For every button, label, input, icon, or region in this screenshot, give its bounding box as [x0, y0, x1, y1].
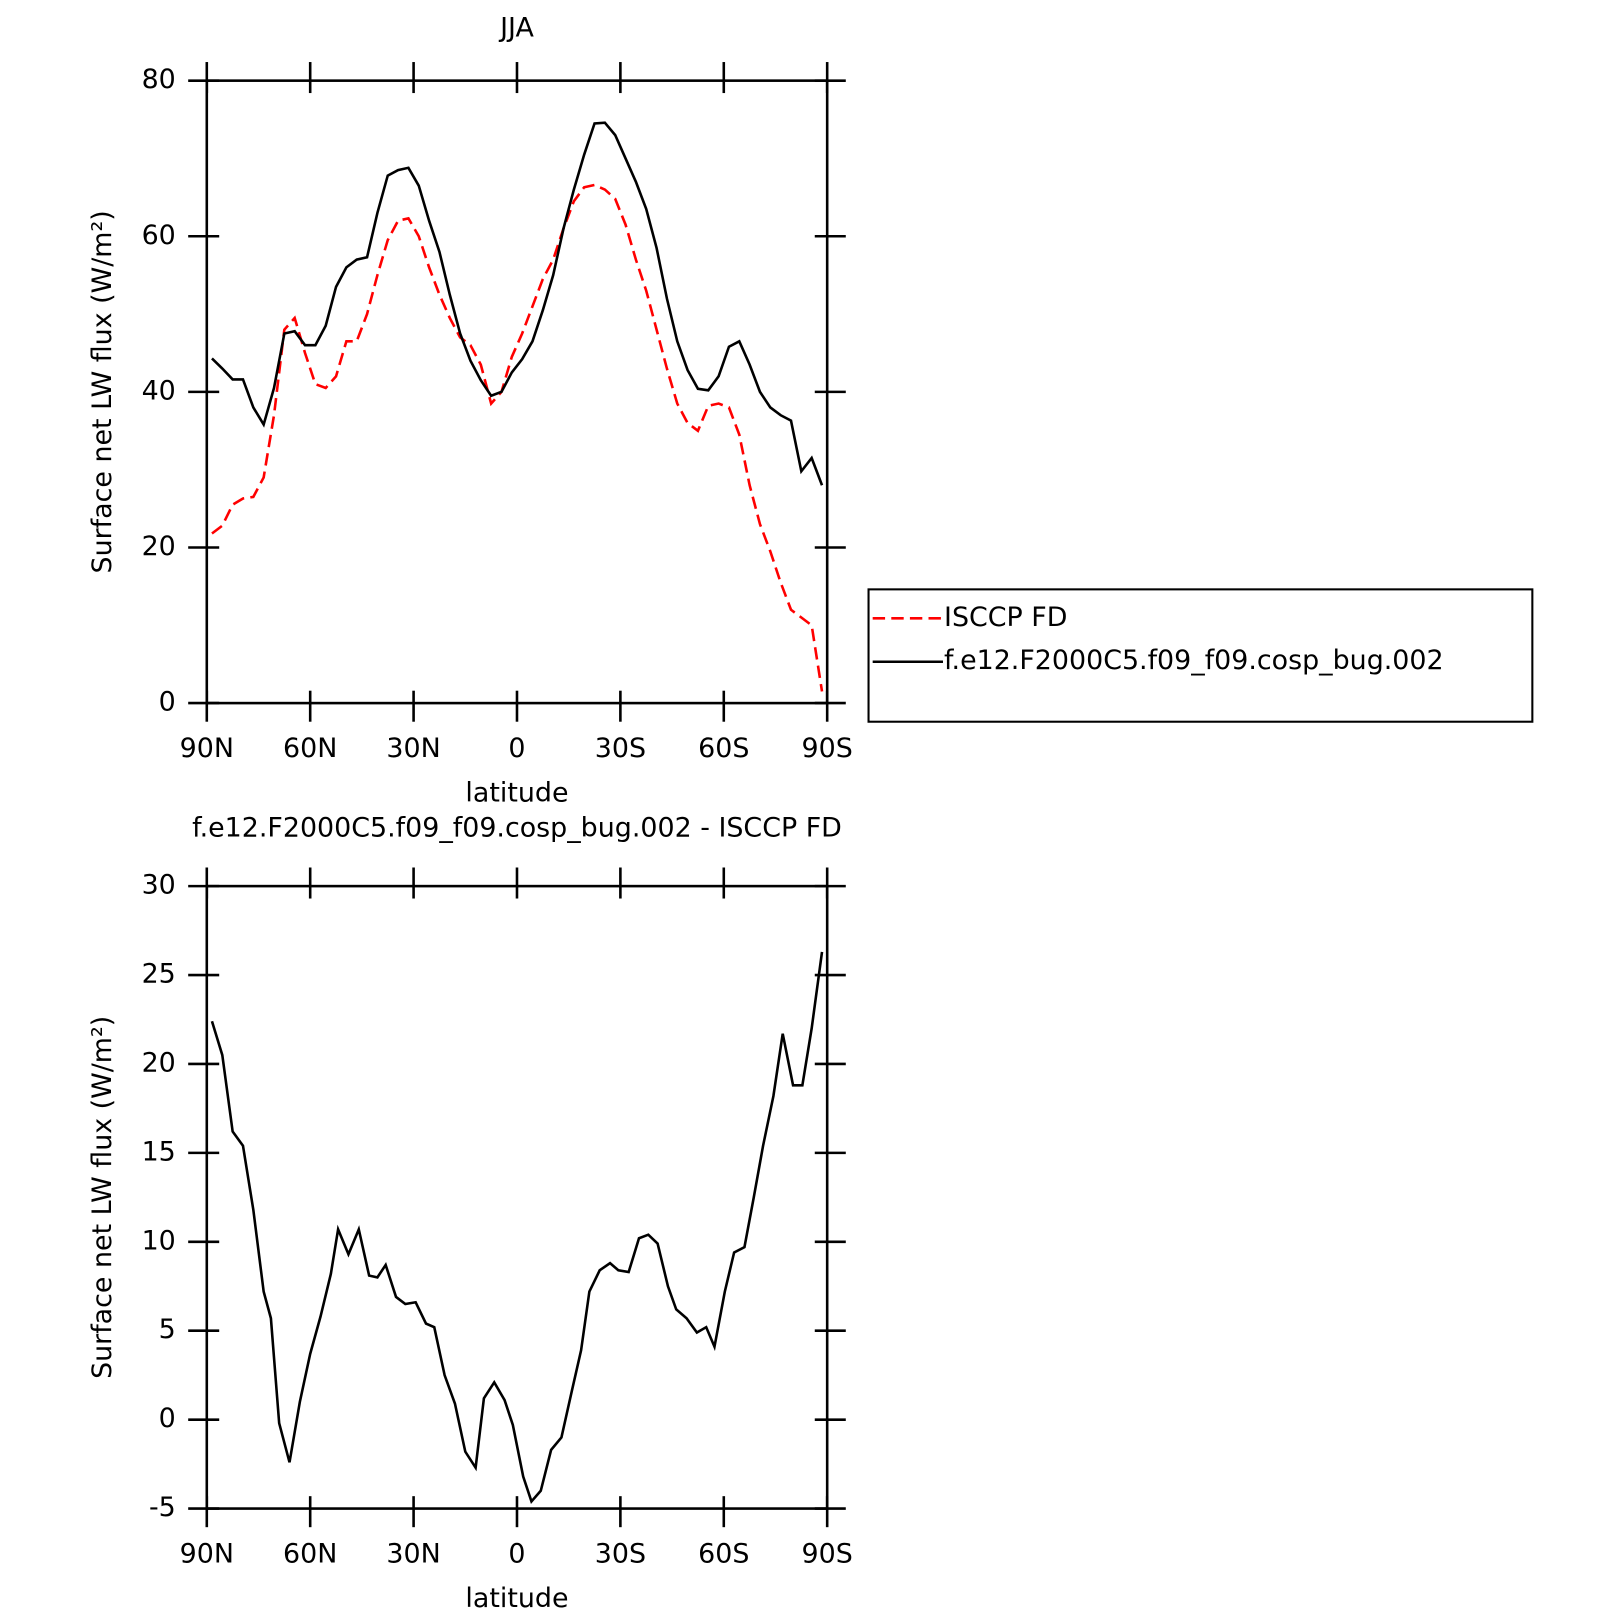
x-tick-label: 30N	[386, 733, 440, 764]
x-axis-label: latitude	[465, 1583, 568, 1613]
x-tick-label: 90N	[180, 733, 234, 764]
x-tick-label: 0	[508, 1539, 525, 1570]
x-tick-label: 90N	[180, 1539, 234, 1570]
y-tick-label: 10	[142, 1225, 176, 1256]
y-tick-label: 30	[142, 870, 176, 901]
plot-frame	[205, 884, 829, 1510]
x-tick-label: 60N	[283, 1539, 337, 1570]
chart-title: f.e12.F2000C5.f09_f09.cosp_bug.002 - ISC…	[192, 813, 842, 844]
y-tick-label: 20	[142, 1047, 176, 1078]
legend-label: f.e12.F2000C5.f09_f09.cosp_bug.002	[944, 645, 1444, 676]
x-tick-label: 90S	[802, 733, 853, 764]
x-tick-label: 60S	[698, 733, 749, 764]
x-tick-label: 90S	[802, 1539, 853, 1570]
x-tick-label: 30S	[595, 733, 646, 764]
chart-title: JJA	[498, 12, 534, 43]
y-tick-label: 15	[142, 1136, 176, 1167]
y-tick-label: 5	[159, 1314, 176, 1345]
y-tick-label: -5	[149, 1492, 176, 1523]
legend-label: ISCCP FD	[944, 602, 1067, 633]
x-tick-label: 60N	[283, 733, 337, 764]
legend-box	[867, 588, 1534, 723]
x-tick-label: 30S	[595, 1539, 646, 1570]
y-tick-label: 0	[159, 1403, 176, 1434]
y-tick-label: 60	[142, 220, 176, 251]
data-line	[211, 121, 824, 486]
x-tick-label: 60S	[698, 1539, 749, 1570]
x-axis-label: latitude	[465, 778, 568, 809]
y-axis-label: Surface net LW flux (W/m²)	[87, 1016, 118, 1379]
y-axis-label: Surface net LW flux (W/m²)	[87, 210, 118, 573]
y-tick-label: 20	[142, 531, 176, 562]
data-line	[210, 951, 824, 1505]
plot-frame	[205, 79, 829, 705]
x-tick-label: 30N	[386, 1539, 440, 1570]
y-tick-label: 25	[142, 959, 176, 990]
y-tick-label: 40	[142, 375, 176, 406]
data-line	[211, 183, 824, 692]
x-tick-label: 0	[508, 733, 525, 764]
y-tick-label: 0	[159, 687, 176, 718]
y-tick-label: 80	[142, 64, 176, 95]
